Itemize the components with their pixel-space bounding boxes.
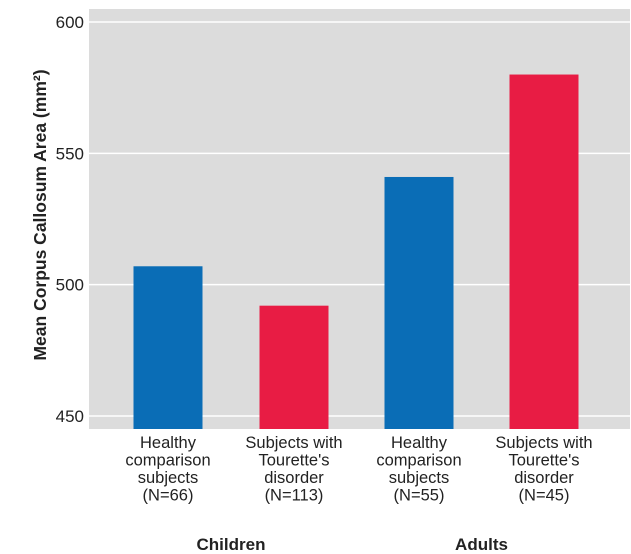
x-category-label: Healthy comparison subjects (N=55) (376, 434, 461, 505)
bar (384, 176, 454, 429)
y-axis-ticks: 450 500 550 600 (56, 13, 84, 426)
group-labels: Children Adults (197, 535, 508, 554)
x-category-label: Subjects with Tourette's disorder (N=45) (495, 434, 592, 505)
y-tick-label: 450 (56, 407, 84, 426)
bar (133, 266, 203, 429)
bar (259, 305, 329, 429)
group-label: Children (197, 535, 266, 554)
x-category-label: Healthy comparison subjects (N=66) (125, 434, 210, 505)
bar (509, 74, 579, 430)
y-tick-label: 600 (56, 13, 84, 32)
bars (133, 74, 579, 430)
y-tick-label: 500 (56, 276, 84, 295)
category-labels: Healthy comparison subjects (N=66) Subjects … (125, 434, 592, 505)
y-axis-title: Mean Corpus Callosum Area (mm²) (30, 69, 50, 360)
x-category-label: Subjects with Tourette's disorder (N=113) (245, 434, 342, 505)
y-tick-label: 550 (56, 144, 84, 163)
group-label: Adults (455, 535, 508, 554)
